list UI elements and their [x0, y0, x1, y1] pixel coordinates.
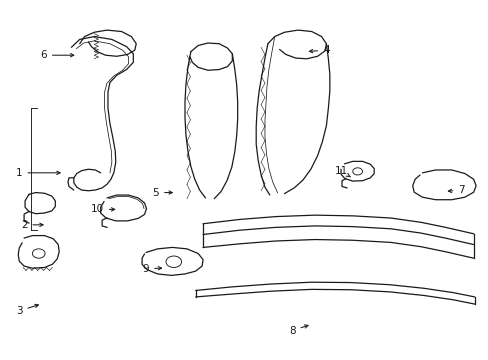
Text: 1: 1 — [16, 168, 60, 178]
Text: 11: 11 — [334, 166, 350, 177]
Text: 8: 8 — [288, 325, 307, 336]
Text: 5: 5 — [152, 188, 172, 198]
Text: 4: 4 — [309, 45, 329, 55]
Text: 2: 2 — [21, 220, 43, 230]
Text: 7: 7 — [447, 185, 464, 195]
Text: 10: 10 — [90, 204, 115, 215]
Text: 9: 9 — [142, 264, 161, 274]
Text: 3: 3 — [16, 304, 38, 316]
Text: 6: 6 — [40, 50, 74, 60]
